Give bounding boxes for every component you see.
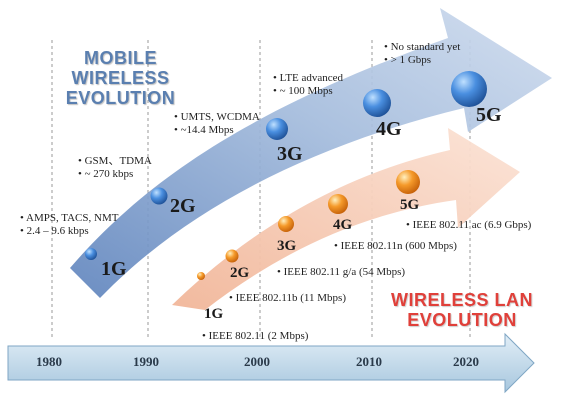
year-2000: 2000 xyxy=(244,354,270,369)
wlan-4g-bubble xyxy=(328,194,348,214)
mobile-5g-label: 5G xyxy=(476,104,502,126)
mobile-1g-note-speed: 2.4 – 9.6 kbps xyxy=(20,225,118,238)
mobile-evolution-arrow xyxy=(70,8,552,298)
wlan-4g-standard: IEEE 802.11n (600 Mbps) xyxy=(334,240,457,252)
wlan-3g-label: 3G xyxy=(277,238,297,254)
mobile-4g-notes: LTE advanced ~ 100 Mbps xyxy=(273,72,343,98)
mobile-1g-note-tech: AMPS, TACS, NMT xyxy=(20,212,118,225)
mobile-1g-notes: AMPS, TACS, NMT 2.4 – 9.6 kbps xyxy=(20,212,118,238)
mobile-heading: MOBILE WIRELESS EVOLUTION xyxy=(38,48,203,108)
mobile-5g-bubble xyxy=(451,71,487,107)
wlan-3g-standard: IEEE 802.11 g/a (54 Mbps) xyxy=(277,266,406,278)
wlan-1g-label: 1G xyxy=(204,306,224,322)
wlan-evolution-arrow xyxy=(172,128,520,310)
wlan-3g-bubble xyxy=(278,216,294,232)
mobile-4g-bubble xyxy=(363,89,391,117)
mobile-2g-label: 2G xyxy=(170,195,196,217)
wlan-5g-standard: IEEE 802.11 ac (6.9 Gbps) xyxy=(406,219,532,231)
mobile-heading-line1: MOBILE WIRELESS xyxy=(71,48,170,88)
mobile-2g-note-tech: GSM、TDMA xyxy=(78,155,152,168)
mobile-4g-note-speed: ~ 100 Mbps xyxy=(273,85,343,98)
wlan-heading: WIRELESS LAN EVOLUTION xyxy=(382,290,542,330)
timeline-arrow xyxy=(7,332,535,394)
mobile-2g-note-speed: ~ 270 kbps xyxy=(78,168,152,181)
mobile-3g-note-tech: UMTS, WCDMA xyxy=(174,111,260,124)
wlan-heading-line1: WIRELESS LAN xyxy=(390,290,533,310)
mobile-3g-note-speed: ~14.4 Mbps xyxy=(174,124,260,137)
wlan-5g-bubble xyxy=(396,170,420,194)
wlan-4g-label: 4G xyxy=(333,217,353,233)
wlan-1g-standard: IEEE 802.11 (2 Mbps) xyxy=(202,330,309,342)
mobile-4g-label: 4G xyxy=(376,118,402,140)
mobile-3g-notes: UMTS, WCDMA ~14.4 Mbps xyxy=(174,111,260,137)
mobile-5g-notes: No standard yet > 1 Gbps xyxy=(384,41,461,67)
mobile-4g-note-tech: LTE advanced xyxy=(273,72,343,85)
wlan-heading-line2: EVOLUTION xyxy=(407,310,517,330)
mobile-2g-bubble xyxy=(150,187,168,205)
mobile-2g-notes: GSM、TDMA ~ 270 kbps xyxy=(78,155,152,181)
wlan-1g-bubble xyxy=(197,272,205,280)
wlan-2g-bubble xyxy=(225,249,239,263)
year-2010: 2010 xyxy=(356,354,382,369)
year-1990: 1990 xyxy=(133,354,159,369)
wlan-2g-label: 2G xyxy=(230,265,250,281)
wlan-5g-label: 5G xyxy=(400,197,420,213)
mobile-1g-bubble xyxy=(85,248,97,260)
mobile-heading-line2: EVOLUTION xyxy=(65,88,176,108)
wlan-2g-standard: IEEE 802.11b (11 Mbps) xyxy=(229,292,346,304)
year-2020: 2020 xyxy=(453,354,479,369)
mobile-3g-bubble xyxy=(266,118,288,140)
year-1980: 1980 xyxy=(36,354,62,369)
mobile-5g-note-tech: No standard yet xyxy=(384,41,461,54)
mobile-1g-label: 1G xyxy=(101,258,127,280)
mobile-3g-label: 3G xyxy=(277,143,303,165)
mobile-5g-note-speed: > 1 Gbps xyxy=(384,54,460,67)
